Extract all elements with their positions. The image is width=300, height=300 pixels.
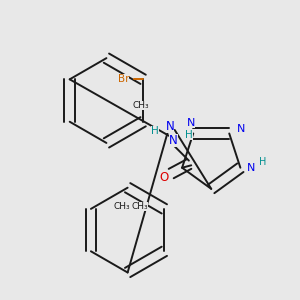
Text: N: N: [237, 124, 245, 134]
Text: H: H: [259, 157, 266, 167]
Text: Br: Br: [118, 74, 129, 84]
Text: H: H: [151, 126, 159, 136]
Text: N: N: [247, 163, 255, 173]
Text: CH₃: CH₃: [131, 202, 148, 211]
Text: CH₃: CH₃: [113, 202, 130, 211]
Text: H: H: [185, 130, 193, 140]
Text: N: N: [187, 118, 195, 128]
Text: N: N: [166, 120, 174, 133]
Text: O: O: [160, 171, 169, 184]
Text: N: N: [169, 134, 178, 147]
Text: CH₃: CH₃: [133, 101, 149, 110]
